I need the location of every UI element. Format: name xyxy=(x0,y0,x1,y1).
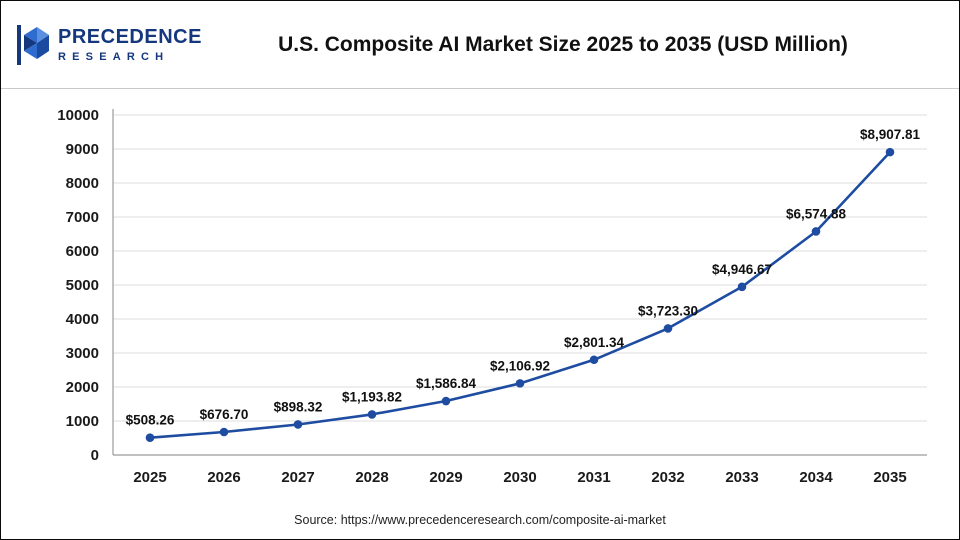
data-point xyxy=(589,355,599,365)
y-tick-label: 6000 xyxy=(66,243,99,260)
x-tick-label: 2031 xyxy=(577,469,610,486)
data-point-label: $676.70 xyxy=(200,407,249,422)
header: PRECEDENCE RESEARCH U.S. Composite AI Ma… xyxy=(1,1,959,89)
y-tick-label: 2000 xyxy=(66,379,99,396)
data-point xyxy=(367,410,377,419)
data-point xyxy=(811,227,821,236)
data-point-label: $1,193.82 xyxy=(342,389,402,404)
y-tick-label: 1000 xyxy=(66,413,99,430)
data-point xyxy=(737,282,747,292)
x-tick-label: 2034 xyxy=(799,469,833,486)
logo: PRECEDENCE RESEARCH xyxy=(15,23,211,67)
data-point xyxy=(885,147,895,157)
data-point-label: $8,907.81 xyxy=(860,127,921,142)
y-tick-label: 10000 xyxy=(57,107,99,124)
x-tick-label: 2025 xyxy=(133,469,166,486)
data-point-label: $1,586.84 xyxy=(416,376,477,391)
source-note: Source: https://www.precedenceresearch.c… xyxy=(294,513,666,527)
x-tick-label: 2032 xyxy=(651,469,684,486)
precedence-prism-icon xyxy=(17,24,49,65)
x-tick-label: 2030 xyxy=(503,469,536,486)
data-point-label: $6,574.88 xyxy=(786,206,847,221)
y-tick-label: 5000 xyxy=(66,277,99,294)
page-title: U.S. Composite AI Market Size 2025 to 20… xyxy=(278,32,848,56)
x-tick-label: 2029 xyxy=(429,469,462,486)
x-tick-label: 2026 xyxy=(207,469,240,486)
series-line xyxy=(148,150,892,439)
data-point-label: $2,801.34 xyxy=(564,335,625,350)
data-point xyxy=(145,433,155,443)
y-tick-label: 4000 xyxy=(66,311,99,328)
logo-line1: PRECEDENCE xyxy=(58,25,202,48)
y-tick-label: 3000 xyxy=(66,345,99,362)
data-point-label: $898.32 xyxy=(274,399,323,414)
data-point xyxy=(219,427,229,437)
y-tick-label: 9000 xyxy=(66,141,99,158)
x-tick-label: 2033 xyxy=(725,469,758,486)
x-tick-label: 2035 xyxy=(873,469,906,486)
chart-area: 0 1000 2000 3000 4000 5000 6000 7000 8000 9000 100… xyxy=(1,89,959,507)
data-point xyxy=(663,324,673,333)
data-point xyxy=(515,379,525,388)
logo-line2: RESEARCH xyxy=(58,50,170,63)
x-tick-label: 2028 xyxy=(355,469,388,486)
data-point xyxy=(293,420,303,429)
data-point-label: $4,946.67 xyxy=(712,262,772,277)
line-chart: 0 1000 2000 3000 4000 5000 6000 7000 8000 9000 100… xyxy=(57,107,927,486)
data-point-label: $508.26 xyxy=(126,413,175,428)
data-point xyxy=(441,396,451,406)
y-tick-label: 0 xyxy=(91,447,99,464)
y-tick-label: 7000 xyxy=(66,209,99,226)
data-point-label: $2,106.92 xyxy=(490,358,550,373)
y-tick-label: 8000 xyxy=(66,175,99,192)
x-tick-label: 2027 xyxy=(281,469,314,486)
logo-text: PRECEDENCE RESEARCH xyxy=(58,25,202,63)
data-point-label: $3,723.30 xyxy=(638,303,698,318)
